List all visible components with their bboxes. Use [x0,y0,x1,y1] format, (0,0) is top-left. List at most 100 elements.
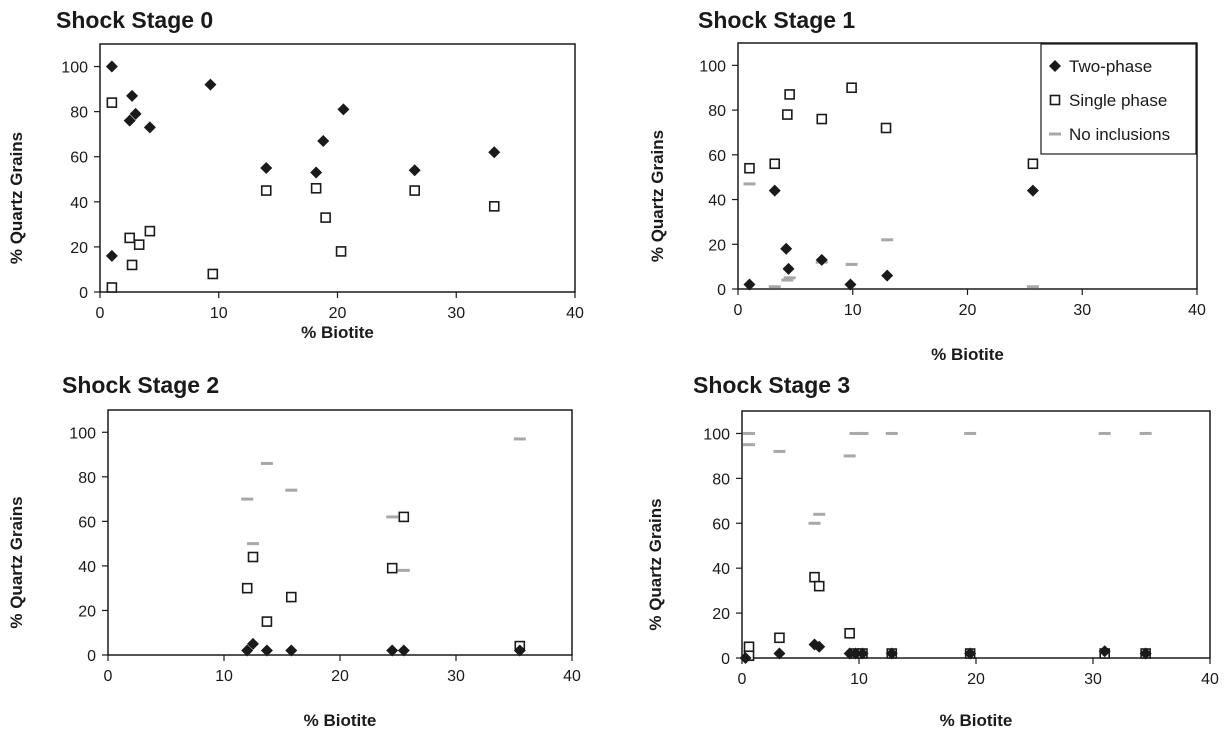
x-axis-label: % Biotite [940,711,1013,730]
x-tick-label: 30 [447,305,465,322]
x-tick-label: 40 [563,668,581,685]
data-point-two-phase [488,146,501,159]
x-tick-label: 20 [329,305,347,322]
data-point-single-phase [782,109,793,120]
data-point-single-phase [247,551,259,563]
x-tick-label: 20 [331,668,349,685]
x-tick-label: 40 [1201,671,1219,688]
y-tick-label: 100 [69,425,96,442]
data-point-single-phase [816,113,828,125]
x-tick-label: 20 [959,302,977,319]
x-tick-label: 10 [210,305,228,322]
series-single-phase [106,97,500,293]
x-tick-label: 30 [447,668,465,685]
data-point-single-phase [409,185,420,196]
data-point-two-phase [241,644,254,657]
plot-frame [107,409,573,656]
data-point-two-phase [1026,184,1039,197]
y-tick-label: 0 [721,651,730,668]
data-point-single-phase [809,571,820,583]
series-two-phase [743,184,1039,291]
legend-box [1040,43,1197,155]
series-single-phase [744,82,1039,174]
data-point-two-phase [881,269,894,282]
data-point-single-phase [207,268,219,280]
legend-label: Two-phase [1069,57,1152,76]
data-point-two-phase [260,644,273,657]
data-point-two-phase [844,278,857,291]
data-point-two-phase [813,640,826,653]
y-axis-label: % Quartz Grains [7,132,26,264]
data-point-single-phase [784,89,795,100]
data-point-two-phase [317,134,330,147]
legend-marker-two-phase [1049,60,1061,72]
x-axis-label: % Biotite [301,323,374,342]
data-point-single-phase [774,632,785,644]
series-two-phase [241,637,526,657]
y-tick-label: 100 [699,58,726,75]
y-tick-label: 20 [70,240,88,257]
data-point-two-phase [739,652,752,664]
x-tick-label: 10 [215,668,233,685]
data-point-single-phase [846,82,857,94]
data-point-single-phase [813,580,825,592]
data-point-single-phase [133,239,145,250]
data-point-two-phase [105,249,118,262]
legend: Two-phase Single phase No inclusions [1040,43,1197,155]
data-point-two-phase [782,262,795,275]
x-tick-label: 10 [850,671,868,688]
chart-title: Shock Stage 2 [62,372,219,398]
y-tick-label: 60 [70,150,88,167]
x-tick-label: 0 [734,302,743,319]
panel-shock-stage-2: Shock Stage 2 0 10 20 30 40 0 20 40 60 80 100 % Biot… [7,372,581,730]
x-tick-label: 40 [1188,302,1206,319]
x-tick-label: 0 [738,671,747,688]
y-tick-label: 80 [712,471,730,488]
x-tick-label: 0 [104,668,113,685]
y-axis-label: % Quartz Grains [648,130,667,262]
y-tick-label: 20 [708,237,726,254]
series-two-phase [105,60,501,262]
data-point-two-phase [856,647,869,660]
x-tick-label: 20 [967,671,985,688]
data-point-two-phase [310,166,323,179]
data-point-two-phase [397,644,410,657]
y-tick-label: 100 [703,426,730,443]
data-point-single-phase [386,562,398,574]
y-tick-label: 40 [708,193,726,210]
data-point-single-phase [744,162,755,174]
y-tick-label: 80 [708,103,726,120]
data-point-single-phase [880,122,892,134]
data-point-single-phase [310,182,322,194]
data-point-two-phase [773,647,786,660]
y-tick-label: 0 [87,648,96,665]
data-point-two-phase [964,647,977,660]
data-point-single-phase [285,591,297,603]
data-point-single-phase [260,185,272,196]
y-tick-label: 80 [78,470,96,487]
data-point-two-phase [780,242,793,255]
chart-title: Shock Stage 3 [693,372,850,398]
data-point-two-phase [849,647,862,660]
data-point-two-phase [260,162,273,174]
y-tick-label: 0 [717,282,726,299]
data-point-single-phase [144,225,156,237]
data-point-two-phase [885,647,898,660]
legend-label: Single phase [1069,91,1167,110]
data-point-single-phase [106,282,118,293]
y-axis-label: % Quartz Grains [7,496,26,628]
y-tick-label: 40 [70,195,88,212]
data-point-single-phase [261,616,273,627]
x-tick-label: 30 [1073,302,1091,319]
y-tick-label: 60 [712,516,730,533]
data-point-single-phase [769,158,781,170]
y-tick-label: 80 [70,105,88,122]
y-axis-label: % Quartz Grains [646,498,665,630]
data-point-two-phase [768,184,781,197]
data-point-two-phase [408,164,421,177]
series-two-phase [739,638,1152,664]
panel-shock-stage-0: Shock Stage 0 0 10 20 30 40 0 20 40 60 80 100 % Biot… [7,7,584,342]
data-point-two-phase [105,60,118,73]
data-point-single-phase [335,246,347,257]
data-point-single-phase [488,201,500,212]
